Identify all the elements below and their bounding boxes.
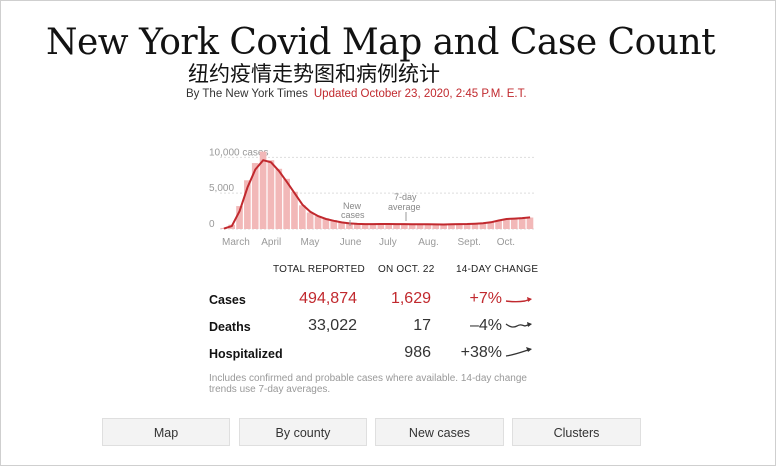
case-bar bbox=[314, 216, 322, 229]
footnote: Includes confirmed and probable cases wh… bbox=[209, 373, 527, 395]
case-bar bbox=[299, 205, 306, 229]
header-on-date: ON OCT. 22 bbox=[378, 264, 435, 275]
x-tick-label: Sept. bbox=[458, 237, 481, 248]
trend-wave-icon bbox=[505, 322, 532, 328]
row-label: Deaths bbox=[209, 320, 251, 334]
x-tick-label: July bbox=[379, 237, 397, 248]
stats-row-hospitalized: Hospitalized 986 +38% bbox=[205, 340, 545, 367]
case-bar bbox=[275, 168, 283, 229]
case-bar bbox=[487, 222, 495, 229]
x-tick-label: April bbox=[261, 237, 281, 248]
case-bar bbox=[448, 224, 455, 229]
case-bar bbox=[220, 227, 228, 229]
seven-day-average-line bbox=[223, 159, 531, 230]
case-bar bbox=[495, 220, 502, 229]
case-bar bbox=[479, 223, 487, 229]
x-tick-label: March bbox=[222, 237, 250, 248]
headline: New York Covid Map and Case Count bbox=[46, 22, 716, 63]
stats-row-deaths: Deaths 33,022 17 –4% bbox=[205, 313, 545, 340]
case-bar bbox=[369, 223, 377, 229]
case-bar bbox=[385, 223, 392, 229]
hospitalized-daily: 986 bbox=[404, 344, 431, 361]
cases-chart-svg: 10,000 cases 5,000 0 March April May June July A… bbox=[209, 147, 534, 248]
case-bar bbox=[291, 191, 298, 229]
case-bar bbox=[440, 224, 447, 229]
case-bar bbox=[306, 212, 314, 229]
case-bar bbox=[401, 224, 408, 229]
case-bar bbox=[416, 224, 424, 229]
case-bar bbox=[338, 222, 345, 229]
annotation-average-line2: average bbox=[388, 202, 421, 212]
annotation-average: 7-day bbox=[394, 192, 417, 202]
case-bar bbox=[267, 160, 275, 229]
case-bar bbox=[377, 223, 385, 229]
case-bar bbox=[236, 206, 243, 229]
case-bar bbox=[456, 224, 463, 229]
byline: By The New York Times Updated October 23,… bbox=[186, 86, 527, 102]
x-tick-label: Oct. bbox=[497, 237, 515, 248]
header-total-reported: TOTAL REPORTED bbox=[273, 264, 365, 275]
cases-total: 494,874 bbox=[299, 290, 357, 307]
x-tick-label: Aug. bbox=[418, 237, 439, 248]
case-bar bbox=[361, 224, 369, 229]
case-bar bbox=[346, 223, 353, 229]
cases-daily: 1,629 bbox=[390, 290, 431, 307]
case-bar bbox=[244, 180, 251, 229]
stats-row-cases: Cases 494,874 1,629 +7% bbox=[205, 286, 545, 313]
by-county-button[interactable]: By county bbox=[239, 418, 367, 446]
y-tick-label: 10,000 cases bbox=[209, 147, 269, 158]
case-bar bbox=[424, 224, 432, 229]
case-bar bbox=[518, 217, 526, 229]
subheadline: 纽约疫情走势图和病例统计 bbox=[188, 62, 440, 86]
hospitalized-change: +38% bbox=[460, 344, 502, 361]
trend-up-red-icon bbox=[505, 297, 532, 303]
case-bar bbox=[251, 163, 259, 229]
map-button[interactable]: Map bbox=[102, 418, 230, 446]
case-bar bbox=[283, 178, 290, 229]
deaths-change: –4% bbox=[469, 317, 502, 334]
case-bar bbox=[322, 218, 330, 229]
case-bar bbox=[330, 220, 338, 229]
case-bar bbox=[353, 223, 361, 229]
case-bar bbox=[526, 217, 534, 229]
cases-change: +7% bbox=[469, 290, 502, 307]
annotation-new-cases-line2: cases bbox=[341, 210, 365, 220]
deaths-daily: 17 bbox=[413, 317, 431, 334]
case-bar bbox=[503, 218, 510, 229]
annotation-new-cases: New bbox=[343, 201, 362, 211]
case-bar bbox=[510, 218, 518, 229]
case-bar bbox=[471, 223, 479, 229]
cases-chart: 10,000 cases 5,000 0 March April May June July A… bbox=[200, 133, 545, 253]
byline-author[interactable]: By The New York Times bbox=[186, 88, 308, 100]
case-bar bbox=[463, 223, 471, 229]
case-bar bbox=[259, 151, 267, 229]
updated-timestamp: Updated October 23, 2020, 2:45 P.M. E.T. bbox=[313, 88, 527, 100]
y-tick-label: 5,000 bbox=[209, 183, 234, 194]
row-label: Cases bbox=[209, 293, 246, 307]
trend-up-icon bbox=[505, 347, 532, 357]
case-bar bbox=[432, 224, 440, 229]
deaths-total: 33,022 bbox=[308, 317, 357, 334]
header-14-day-change: 14-DAY CHANGE bbox=[456, 264, 539, 275]
new-cases-button[interactable]: New cases bbox=[375, 418, 504, 446]
x-tick-label: June bbox=[340, 237, 362, 248]
row-label: Hospitalized bbox=[209, 347, 283, 361]
clusters-button[interactable]: Clusters bbox=[512, 418, 641, 446]
case-bar bbox=[408, 224, 416, 229]
y-tick-label: 0 bbox=[209, 219, 215, 230]
case-bar bbox=[393, 224, 400, 229]
x-tick-label: May bbox=[301, 237, 320, 248]
